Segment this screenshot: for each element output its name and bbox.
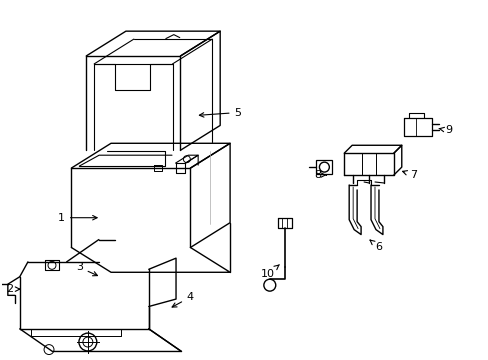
Text: 3: 3 bbox=[76, 262, 97, 276]
Text: 2: 2 bbox=[6, 284, 20, 294]
Text: 4: 4 bbox=[172, 292, 194, 307]
Text: 5: 5 bbox=[199, 108, 241, 117]
Text: 10: 10 bbox=[260, 265, 279, 279]
Bar bbox=[316, 160, 332, 174]
Text: 9: 9 bbox=[438, 125, 451, 135]
Text: 1: 1 bbox=[58, 213, 97, 223]
Text: 6: 6 bbox=[369, 240, 382, 252]
Text: 7: 7 bbox=[402, 170, 416, 180]
Text: 8: 8 bbox=[313, 170, 326, 180]
